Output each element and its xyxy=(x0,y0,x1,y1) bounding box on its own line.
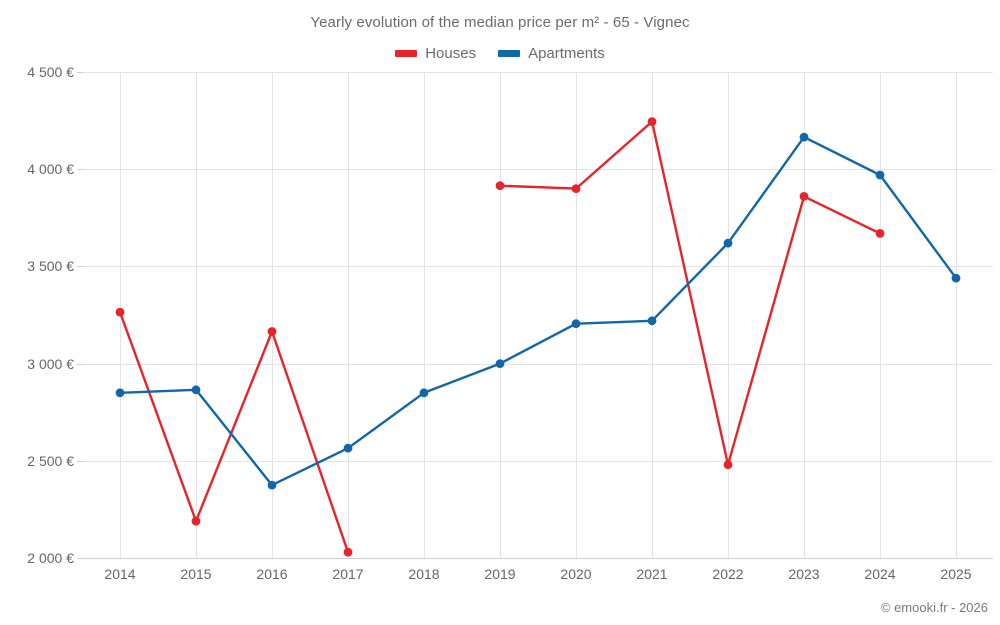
gridline-vertical xyxy=(196,72,197,558)
legend-item-houses[interactable]: Houses xyxy=(395,45,476,62)
data-point[interactable] xyxy=(115,307,125,317)
gridline-vertical xyxy=(500,72,501,558)
y-axis-tick-mark xyxy=(77,72,83,73)
gridline-horizontal xyxy=(83,72,993,73)
gridline-vertical xyxy=(272,72,273,558)
x-axis-tick-label: 2021 xyxy=(636,566,668,582)
gridline-vertical xyxy=(728,72,729,558)
plot-area xyxy=(83,72,993,559)
x-axis-tick-label: 2014 xyxy=(104,566,136,582)
data-point[interactable] xyxy=(495,181,505,191)
data-point[interactable] xyxy=(647,117,657,126)
y-axis-tick-label: 4 500 € xyxy=(27,64,74,80)
x-axis-tick-label: 2019 xyxy=(484,566,516,582)
x-axis-tick-label: 2017 xyxy=(332,566,364,582)
data-point[interactable] xyxy=(343,547,353,557)
x-axis-tick-label: 2020 xyxy=(560,566,592,582)
x-axis-line xyxy=(83,558,993,559)
data-point[interactable] xyxy=(115,388,125,398)
y-axis-tick-label: 4 000 € xyxy=(27,161,74,178)
gridline-vertical xyxy=(576,72,577,558)
series-line xyxy=(498,120,882,466)
data-point[interactable] xyxy=(343,443,353,453)
copyright-footer: © emooki.fr - 2026 xyxy=(880,600,988,615)
legend-label: Apartments xyxy=(528,45,605,62)
series-line xyxy=(118,310,350,554)
legend-swatch-icon xyxy=(395,50,418,57)
data-point[interactable] xyxy=(799,192,809,201)
gridline-horizontal xyxy=(83,169,993,171)
y-axis-tick-label: 2 000 € xyxy=(27,550,74,566)
gridline-horizontal xyxy=(83,363,993,365)
y-axis-tick-label: 3 000 € xyxy=(27,355,74,372)
y-axis-tick-label: 3 500 € xyxy=(27,258,74,275)
gridline-vertical xyxy=(880,72,881,558)
data-point[interactable] xyxy=(191,385,201,395)
y-axis-tick-mark xyxy=(77,460,83,462)
gridline-vertical xyxy=(804,72,805,558)
y-axis: 2 000 € 2 500 € 3 000 € 3 500 € 4 000 € 4 500… xyxy=(0,0,83,625)
data-point[interactable] xyxy=(495,359,505,368)
gridline-vertical xyxy=(652,72,653,558)
data-point[interactable] xyxy=(951,273,961,283)
data-point[interactable] xyxy=(267,327,277,336)
x-axis-tick-label: 2016 xyxy=(256,566,288,582)
x-axis-tick-label: 2018 xyxy=(408,566,440,582)
x-axis-tick-label: 2015 xyxy=(180,566,212,582)
data-point[interactable] xyxy=(875,170,885,180)
data-point[interactable] xyxy=(875,229,885,238)
data-point[interactable] xyxy=(267,480,277,490)
data-point[interactable] xyxy=(647,316,657,326)
chart-legend: Houses Apartments xyxy=(0,45,1000,62)
gridline-vertical xyxy=(348,72,349,558)
y-axis-tick-mark xyxy=(77,558,83,559)
gridline-vertical xyxy=(424,72,425,558)
series-apartments xyxy=(115,132,961,490)
data-point[interactable] xyxy=(571,184,581,194)
data-point[interactable] xyxy=(723,460,733,470)
chart-title: Yearly evolution of the median price per… xyxy=(310,14,690,31)
data-point[interactable] xyxy=(419,388,429,398)
x-axis-tick-label: 2023 xyxy=(788,566,820,582)
series-line xyxy=(118,135,958,487)
x-axis-tick-label: 2024 xyxy=(864,566,896,582)
data-point[interactable] xyxy=(723,238,733,248)
data-point[interactable] xyxy=(191,516,201,526)
y-axis-tick-mark xyxy=(77,169,83,171)
data-point[interactable] xyxy=(799,132,809,142)
y-axis-tick-mark xyxy=(77,363,83,365)
legend-label: Houses xyxy=(425,45,477,62)
gridline-vertical xyxy=(956,72,957,558)
x-axis-tick-label: 2025 xyxy=(940,566,972,582)
y-axis-tick-label: 2 500 € xyxy=(27,452,74,469)
y-axis-tick-mark xyxy=(77,266,83,268)
series-houses xyxy=(115,117,885,557)
legend-swatch-icon xyxy=(498,50,521,57)
data-point[interactable] xyxy=(571,319,581,329)
x-axis-tick-label: 2022 xyxy=(712,566,744,582)
gridline-horizontal xyxy=(83,266,993,268)
legend-item-apartments[interactable]: Apartments xyxy=(498,45,605,62)
gridline-horizontal xyxy=(83,460,993,462)
